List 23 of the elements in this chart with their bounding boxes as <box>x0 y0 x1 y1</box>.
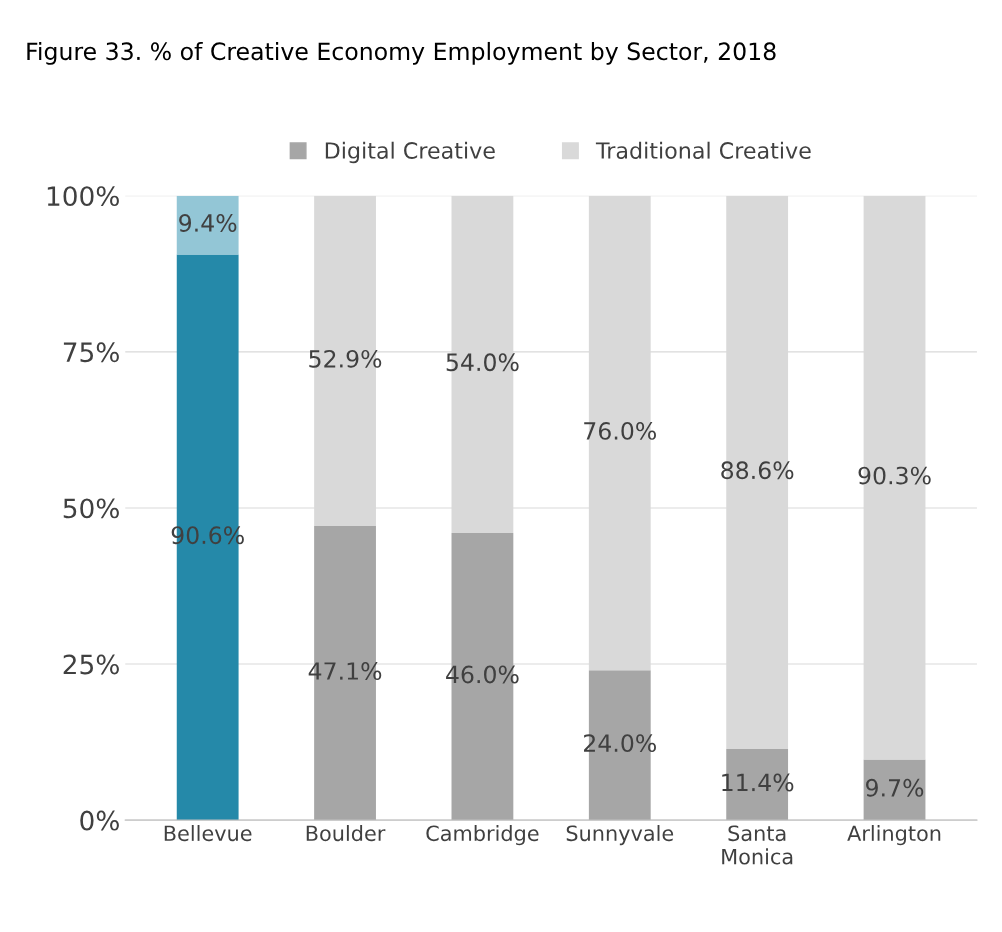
x-tick-label: Boulder <box>306 825 386 842</box>
y-tick-label: 0% <box>80 810 119 831</box>
x-tick-label: Sunnyvale <box>566 825 674 846</box>
chart-title: Figure 33. % of Creative Economy Employment by Sector, 2018 <box>27 41 776 65</box>
data-label: 9.7% <box>866 778 924 797</box>
x-tick-label: Santa Monica <box>722 825 793 865</box>
y-tick-label: 50% <box>63 498 119 519</box>
legend-label: Digital Creative <box>325 141 495 164</box>
data-label: 9.4% <box>179 214 237 232</box>
x-tick-label: Cambridge <box>426 825 539 846</box>
x-tick-label: Bellevue <box>164 825 252 842</box>
legend-label: Traditional Creative <box>595 141 811 159</box>
data-label: 52.9% <box>309 349 382 368</box>
y-tick-label: 25% <box>63 654 119 675</box>
data-label: 76.0% <box>584 422 656 440</box>
x-tick-label: Arlington <box>847 825 941 846</box>
bar <box>863 759 926 821</box>
y-tick-label: 100% <box>47 186 119 207</box>
data-label: 90.3% <box>858 466 931 485</box>
bar <box>176 195 239 255</box>
data-label: 88.6% <box>721 461 794 480</box>
y-tick-label: 75% <box>63 342 119 363</box>
data-label: 54.0% <box>446 353 519 372</box>
